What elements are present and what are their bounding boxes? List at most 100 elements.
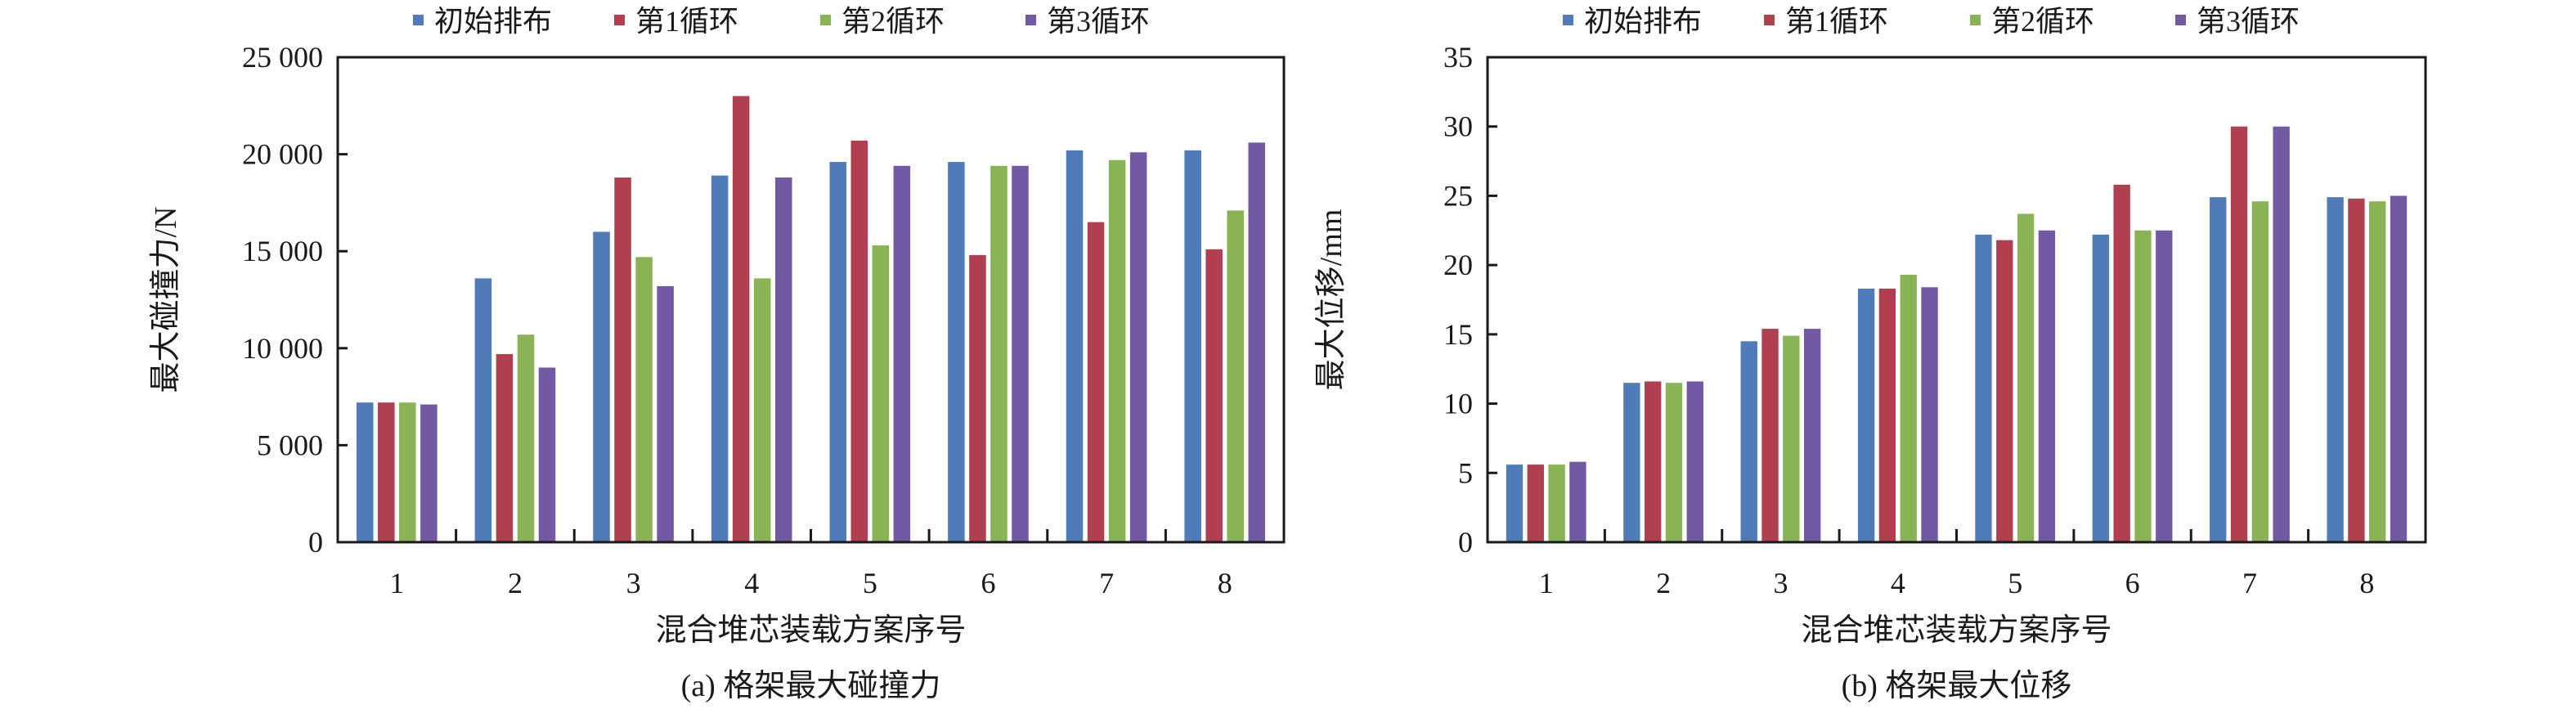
figure-caption: (a) 格架最大碰撞力 [681,669,941,703]
bar-series-4-cat-4 [774,177,792,542]
legend-label: 初始排布 [434,5,552,38]
x-tick-label: 6 [981,567,995,599]
bar-series-1-cat-5 [829,162,847,542]
x-tick-label: 3 [626,567,641,599]
legend-swatch [1970,15,1981,25]
bar-series-1-cat-5 [1975,234,1992,542]
legend-label: 第3循环 [1047,5,1150,38]
legend-swatch [1025,15,1036,25]
bar-series-1-cat-1 [1506,464,1524,542]
bar-series-3-cat-3 [1783,335,1800,542]
bar-series-2-cat-3 [614,177,631,542]
y-tick-label: 0 [1458,526,1473,559]
bar-series-4-cat-7 [1129,152,1147,542]
bar-series-2-cat-8 [1205,249,1223,542]
bar-series-3-cat-6 [990,165,1008,542]
bar-series-3-cat-8 [2369,201,2386,542]
legend-item: 初始排布 [413,5,552,38]
bar-series-1-cat-4 [711,175,729,542]
bar-series-4-cat-2 [1686,381,1703,542]
bar-series-4-cat-6 [1012,165,1029,542]
x-tick-label: 3 [1773,567,1788,599]
legend-swatch [820,15,831,25]
x-tick-label: 2 [1656,567,1671,599]
bar-series-3-cat-8 [1227,210,1244,542]
bar-series-2-cat-6 [2113,184,2130,543]
y-axis-title: 最大位移/mm [1314,209,1349,391]
bar-series-1-cat-3 [1740,341,1757,542]
legend-item: 初始排布 [1563,5,1702,38]
bar-series-3-cat-7 [2251,201,2269,542]
legend-swatch [1764,15,1775,25]
legend-label: 第1循环 [635,5,738,38]
bar-series-4-cat-8 [2390,195,2408,542]
legend-item: 第1循环 [1764,5,1888,38]
bar-series-2-cat-7 [2230,126,2248,542]
bar-series-3-cat-3 [635,257,653,542]
bar-series-3-cat-7 [1108,159,1126,542]
y-tick-label: 15 000 [242,235,323,267]
bar-series-4-cat-6 [2156,230,2173,542]
legend-label: 第3循环 [2197,5,2300,38]
legend-swatch [413,15,424,25]
bar-series-4-cat-3 [1803,329,1821,542]
bar-series-3-cat-2 [517,334,535,542]
bar-series-1-cat-2 [1623,383,1640,542]
bar-series-2-cat-5 [1996,240,2013,542]
bar-series-2-cat-1 [1527,464,1544,542]
x-axis-title: 混合堆芯装载方案序号 [1801,613,2112,648]
bar-series-4-cat-7 [2273,126,2290,542]
legend-swatch [614,15,625,25]
x-axis-title: 混合堆芯装载方案序号 [655,613,966,648]
x-tick-label: 7 [2242,567,2257,599]
bar-series-1-cat-8 [1184,150,1201,542]
x-tick-label: 1 [389,567,404,599]
bar-series-4-cat-8 [1248,142,1266,543]
legend-item: 第3循环 [1025,5,1150,38]
x-tick-label: 4 [1891,567,1905,599]
bar-series-3-cat-2 [1665,383,1683,542]
bar-series-2-cat-2 [1644,381,1662,542]
x-tick-label: 7 [1099,567,1114,599]
bar-series-2-cat-6 [969,254,986,542]
bar-series-2-cat-3 [1761,329,1779,542]
y-tick-label: 35 [1443,41,1473,74]
y-tick-label: 10 [1443,388,1473,420]
bar-series-3-cat-1 [399,402,416,542]
bar-series-3-cat-1 [1548,464,1565,542]
bar-series-4-cat-1 [1569,461,1586,542]
y-tick-label: 20 000 [242,138,323,171]
x-tick-label: 8 [2359,567,2374,599]
bar-series-4-cat-3 [657,285,674,542]
y-tick-label: 25 [1443,179,1473,212]
bar-series-2-cat-8 [2348,198,2365,542]
y-tick-label: 5 000 [257,429,323,461]
legend-label: 初始排布 [1584,5,1702,38]
y-tick-label: 0 [308,526,323,559]
bar-series-1-cat-6 [2092,234,2110,542]
bar-series-2-cat-1 [378,402,395,542]
bar-series-2-cat-7 [1087,222,1105,542]
y-tick-label: 15 [1443,318,1473,351]
x-tick-label: 2 [508,567,523,599]
x-tick-label: 5 [2008,567,2022,599]
legend-item: 第2循环 [1970,5,2094,38]
chart-b-displacement: 0 5 10 15 20 25 30 35 1 2 3 4 5 6 7 8 混合堆芯装载方案序号 (b) 格架最大… [1314,5,2427,703]
x-tick-label: 5 [863,567,877,599]
legend-item: 第3循环 [2175,5,2300,38]
bar-series-2-cat-4 [732,96,750,542]
bar-series-4-cat-1 [420,404,438,542]
bar-series-1-cat-2 [474,278,492,542]
chart-a-collision-force: 0 5 000 10 000 15 000 20 000 25 000 1 2 3 4 5 6 7 8 混合… [149,5,1286,703]
legend-label: 第2循环 [1991,5,2094,38]
bar-series-3-cat-4 [753,278,771,542]
y-tick-label: 20 [1443,249,1473,281]
legend-item: 第1循环 [614,5,738,38]
bar-series-1-cat-3 [593,231,610,542]
y-tick-label: 25 000 [242,41,323,74]
bar-series-2-cat-4 [1878,288,1896,542]
x-tick-label: 8 [1218,567,1232,599]
bar-series-1-cat-7 [2210,197,2227,542]
legend-label: 第2循环 [841,5,945,38]
